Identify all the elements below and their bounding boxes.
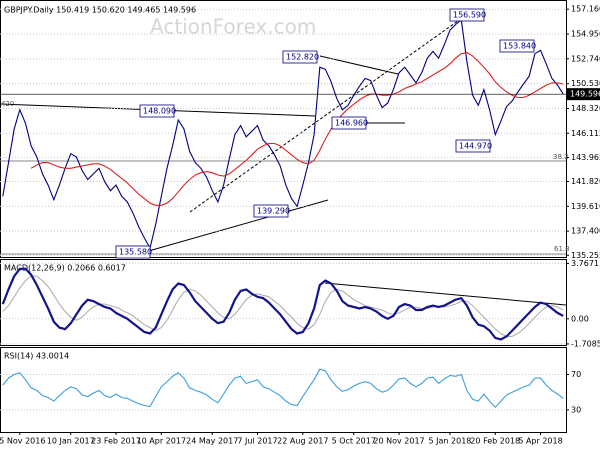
annotation: 139.290 bbox=[257, 207, 290, 216]
annotation: 420 bbox=[1, 100, 14, 108]
x-tick-label: 7 Jul 2017 bbox=[237, 437, 277, 446]
trendline bbox=[189, 17, 463, 213]
x-tick-label: 10 Apr 2017 bbox=[137, 437, 186, 446]
x-tick-label: 24 May 2017 bbox=[186, 437, 238, 446]
annotation-box bbox=[139, 104, 175, 118]
y-tick-label: 0.00 bbox=[571, 314, 589, 323]
x-tick-label: 5 Jan 2018 bbox=[429, 437, 472, 446]
annotation-box bbox=[499, 39, 535, 53]
y-tick-label: 143.965 bbox=[571, 153, 600, 162]
y-tick-label: 152.740 bbox=[571, 54, 600, 63]
x-tick-label: 25 Nov 2016 bbox=[0, 437, 45, 446]
panel-title: GBPJPY.Daily 150.419 150.620 149.465 149… bbox=[4, 6, 196, 15]
annotation: 156.590 bbox=[453, 11, 486, 20]
annotation: 135.580 bbox=[119, 248, 152, 257]
annotation-box bbox=[449, 8, 485, 22]
annotation-box bbox=[331, 116, 367, 130]
y-tick-label: 3.7671 bbox=[571, 259, 599, 268]
annotation: 146.960 bbox=[335, 119, 368, 128]
y-tick-label: 148.320 bbox=[571, 104, 600, 113]
y-tick-label: -1.7085 bbox=[571, 339, 600, 348]
annotation: 144.970 bbox=[459, 142, 492, 151]
annotation: 152.820 bbox=[286, 53, 319, 62]
annotation: 61.8 bbox=[554, 245, 570, 253]
panel-title: MACD(12,26,9) 0.2066 0.6017 bbox=[4, 264, 126, 273]
y-tick-label: 154.950 bbox=[571, 30, 600, 39]
series-line bbox=[1, 267, 564, 341]
last-price-box bbox=[567, 88, 600, 101]
x-tick-label: 5 Oct 2017 bbox=[332, 437, 376, 446]
panel-title: RSI(14) 43.0014 bbox=[4, 352, 69, 361]
y-tick-label: 70 bbox=[571, 370, 581, 379]
y-tick-label: 146.115 bbox=[571, 129, 600, 138]
annotation-box bbox=[115, 245, 151, 259]
annotation: 38.2 bbox=[553, 153, 569, 161]
last-price-label: 149.596 bbox=[570, 90, 600, 99]
x-tick-label: 20 Feb 2018 bbox=[470, 437, 520, 446]
series-line bbox=[2, 18, 564, 250]
y-tick-label: 150.530 bbox=[571, 79, 600, 88]
y-tick-label: 30 bbox=[571, 405, 581, 414]
macd-panel bbox=[0, 259, 567, 346]
annotation: 153.840 bbox=[503, 42, 536, 51]
annotation-box bbox=[455, 139, 491, 153]
rsi-panel bbox=[0, 347, 567, 433]
x-tick-label: 23 Feb 2017 bbox=[91, 437, 141, 446]
annotation-box bbox=[253, 204, 289, 218]
x-tick-label: 22 Aug 2017 bbox=[277, 437, 328, 446]
series-line bbox=[2, 275, 564, 337]
annotation-box bbox=[282, 50, 318, 64]
price-panel bbox=[0, 0, 567, 258]
y-tick-label: 139.610 bbox=[571, 202, 600, 211]
series-line bbox=[30, 52, 564, 206]
x-tick-label: 5 Apr 2018 bbox=[518, 437, 562, 446]
series-line bbox=[2, 368, 564, 409]
trendline bbox=[324, 282, 567, 306]
y-tick-label: 137.400 bbox=[571, 227, 600, 236]
y-tick-label: 157.160 bbox=[571, 5, 600, 14]
annotation: 148.090 bbox=[143, 107, 176, 116]
x-tick-label: 20 Nov 2017 bbox=[373, 437, 424, 446]
y-tick-label: 135.255 bbox=[571, 251, 600, 260]
x-tick-label: 10 Jan 2017 bbox=[47, 437, 95, 446]
trendline bbox=[144, 199, 329, 253]
y-tick-label: 141.820 bbox=[571, 177, 600, 186]
watermark: ActionForex.com bbox=[150, 15, 316, 39]
